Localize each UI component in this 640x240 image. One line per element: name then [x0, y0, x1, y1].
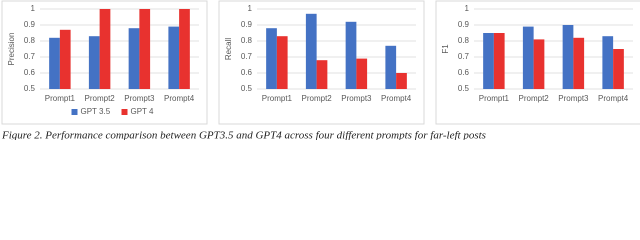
y-tick-label: 1 [248, 4, 253, 13]
x-tick-label: Prompt3 [124, 94, 155, 103]
y-tick-label: 1 [465, 4, 470, 13]
legend-swatch [121, 109, 128, 115]
bar [573, 37, 585, 89]
x-tick-label: Prompt1 [479, 94, 510, 103]
legend-label: GPT 4 [131, 107, 155, 116]
y-tick-label: 0.7 [24, 52, 36, 61]
y-axis-label: Precision [7, 33, 16, 66]
bar [562, 25, 574, 89]
y-tick-label: 0.6 [458, 68, 470, 77]
y-tick-label: 0.9 [458, 20, 470, 29]
x-tick-label: Prompt2 [519, 94, 550, 103]
x-tick-label: Prompt1 [262, 94, 293, 103]
y-tick-label: 0.5 [458, 84, 470, 93]
y-tick-label: 0.5 [241, 84, 253, 93]
bar [168, 26, 180, 90]
y-tick-label: 0.8 [458, 36, 470, 45]
y-tick-label: 0.6 [241, 68, 253, 77]
bar [179, 9, 190, 89]
x-tick-label: Prompt3 [341, 94, 372, 103]
legend-swatch [71, 109, 78, 115]
bar [316, 60, 328, 89]
bar [276, 36, 288, 89]
y-axis-label: Recall [224, 38, 233, 60]
bar [88, 36, 100, 89]
x-tick-label: Prompt4 [164, 94, 195, 103]
figure: Figure 2. Performance comparison between… [1, 0, 640, 140]
y-tick-label: 0.8 [24, 36, 36, 45]
chart-panel: Recall 0.5 0.6 0.7 0.8 0.9 1 Prompt1 Prompt2 Prom… [218, 0, 425, 125]
bar [396, 73, 407, 89]
chart-panel: F1 0.5 0.6 0.7 0.8 0.9 1 Prompt1 Prompt2 Prompt3 P… [435, 0, 640, 125]
bar [139, 9, 151, 89]
bar [483, 33, 494, 89]
y-tick-label: 0.6 [24, 68, 36, 77]
x-tick-label: Prompt1 [45, 94, 76, 103]
y-tick-label: 0.7 [458, 52, 470, 61]
y-tick-label: 0.9 [241, 20, 253, 29]
bar [345, 21, 357, 89]
bar [533, 39, 545, 89]
y-tick-label: 1 [31, 4, 36, 13]
y-tick-label: 0.5 [24, 84, 36, 93]
bar [99, 9, 111, 89]
bar [59, 29, 71, 89]
x-tick-label: Prompt2 [302, 94, 333, 103]
bar [522, 26, 534, 90]
y-tick-label: 0.7 [241, 52, 253, 61]
x-tick-label: Prompt4 [381, 94, 412, 103]
bar [356, 58, 368, 89]
y-axis-label: F1 [441, 44, 450, 54]
x-tick-label: Prompt3 [558, 94, 589, 103]
bar [385, 45, 397, 89]
legend-label: GPT 3.5 [81, 107, 111, 116]
y-tick-label: 0.9 [24, 20, 36, 29]
bar [305, 13, 317, 89]
bar [613, 49, 624, 89]
bar [49, 37, 60, 89]
bar [602, 36, 614, 89]
bar [128, 28, 140, 89]
caption: Figure 2. Performance comparison between… [1, 130, 486, 140]
x-tick-label: Prompt4 [598, 94, 629, 103]
y-tick-label: 0.8 [241, 36, 253, 45]
bar [266, 28, 277, 89]
x-tick-label: Prompt2 [85, 94, 116, 103]
bar [493, 33, 505, 89]
chart-panel: Precision 0.5 0.6 0.7 0.8 0.9 1 Prompt1 Prompt2 P… [1, 0, 208, 125]
